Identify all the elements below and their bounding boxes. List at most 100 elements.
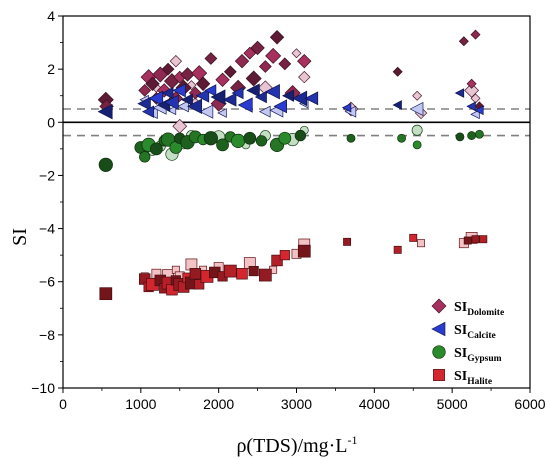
y-axis: 4 2 0 −2 −4 −6 −8 −10 (31, 8, 63, 396)
data-point (474, 105, 484, 116)
data-point (137, 96, 151, 111)
data-point (455, 132, 465, 142)
data-point (412, 140, 422, 150)
data-point (250, 40, 265, 56)
x-tick-label: 3000 (281, 396, 312, 412)
data-point (282, 89, 295, 102)
data-point (161, 62, 175, 76)
data-point (243, 131, 257, 145)
data-point (150, 142, 163, 156)
data-point (217, 108, 227, 118)
data-point (343, 237, 352, 246)
data-point (341, 102, 352, 113)
data-point (248, 266, 259, 277)
legend-label-main: SI (454, 346, 467, 361)
data-point (255, 135, 268, 147)
data-point (180, 93, 193, 106)
legend-label-main: SI (454, 369, 467, 384)
data-point (245, 70, 262, 87)
data-point (138, 84, 152, 97)
y-tick-label: 4 (47, 8, 55, 24)
legend-label-main: SI (454, 323, 467, 338)
data-point (195, 88, 210, 103)
data-point (269, 30, 285, 45)
data-point (189, 268, 202, 280)
data-point (298, 70, 311, 84)
data-point (216, 138, 229, 152)
legend-label: SIGypsum (454, 346, 502, 364)
plot-background (63, 16, 530, 388)
data-point (409, 101, 424, 117)
legend-label-sub: Gypsum (467, 354, 501, 364)
y-tick-label: 2 (47, 61, 55, 77)
data-point (463, 236, 472, 245)
data-point (346, 133, 356, 143)
data-point (204, 84, 217, 97)
data-point (223, 65, 237, 79)
data-point (145, 76, 160, 91)
data-point (479, 235, 488, 244)
y-tick-label: −8 (39, 327, 55, 343)
data-point (273, 99, 287, 114)
x-tick-label: 2000 (203, 396, 234, 412)
data-point (475, 129, 484, 139)
data-point (148, 90, 164, 107)
data-point (466, 101, 476, 112)
data-point (297, 244, 311, 258)
data-point (297, 53, 312, 69)
data-point (234, 53, 250, 69)
data-point (236, 268, 248, 280)
data-point (210, 89, 226, 105)
data-point (231, 86, 244, 100)
data-point (259, 268, 272, 282)
legend-label-sub: Calcite (467, 331, 496, 341)
data-point (466, 78, 477, 89)
data-point (166, 105, 177, 116)
data-point (99, 287, 113, 301)
y-tick-label: −2 (39, 167, 55, 183)
x-axis-title: ρ(TDS)/mg·L-1 (236, 433, 357, 457)
data-point (412, 90, 423, 101)
series-gypsum (98, 124, 484, 172)
data-point (139, 151, 151, 163)
data-point (278, 57, 292, 71)
legend-label: SIHalite (454, 369, 492, 387)
data-point (222, 92, 237, 107)
data-point (279, 250, 290, 261)
data-point (203, 131, 218, 146)
data-point (397, 133, 406, 143)
legend-marker (431, 321, 446, 337)
y-tick-label: 0 (47, 114, 55, 130)
data-point (163, 94, 179, 111)
data-point (411, 124, 423, 136)
data-point (98, 157, 113, 172)
series-halite (99, 232, 488, 301)
x-tick-label: 6000 (514, 396, 545, 412)
legend-marker (431, 298, 447, 314)
data-point (417, 239, 425, 248)
plot-area (62, 15, 531, 389)
x-tick-label: 5000 (437, 396, 468, 412)
data-point (169, 54, 183, 68)
data-point (258, 60, 272, 73)
legend-label-sub: Dolomite (467, 308, 504, 318)
legend-label: SICalcite (454, 323, 496, 341)
data-point (195, 76, 211, 91)
legend-item-halite: SIHalite (433, 369, 492, 387)
data-point (97, 103, 113, 120)
legend-item-gypsum: SIGypsum (432, 345, 502, 364)
data-point (223, 264, 237, 278)
data-point (187, 98, 203, 115)
data-point (392, 100, 402, 110)
legend-item-calcite: SICalcite (431, 321, 496, 341)
data-point (271, 254, 283, 267)
legend-label-sub: Halite (467, 377, 492, 387)
x-tick-label: 0 (59, 396, 67, 412)
x-tick-label: 1000 (125, 396, 156, 412)
data-point (467, 131, 477, 140)
data-point (254, 90, 267, 104)
data-point (237, 97, 253, 113)
data-point (264, 84, 280, 100)
